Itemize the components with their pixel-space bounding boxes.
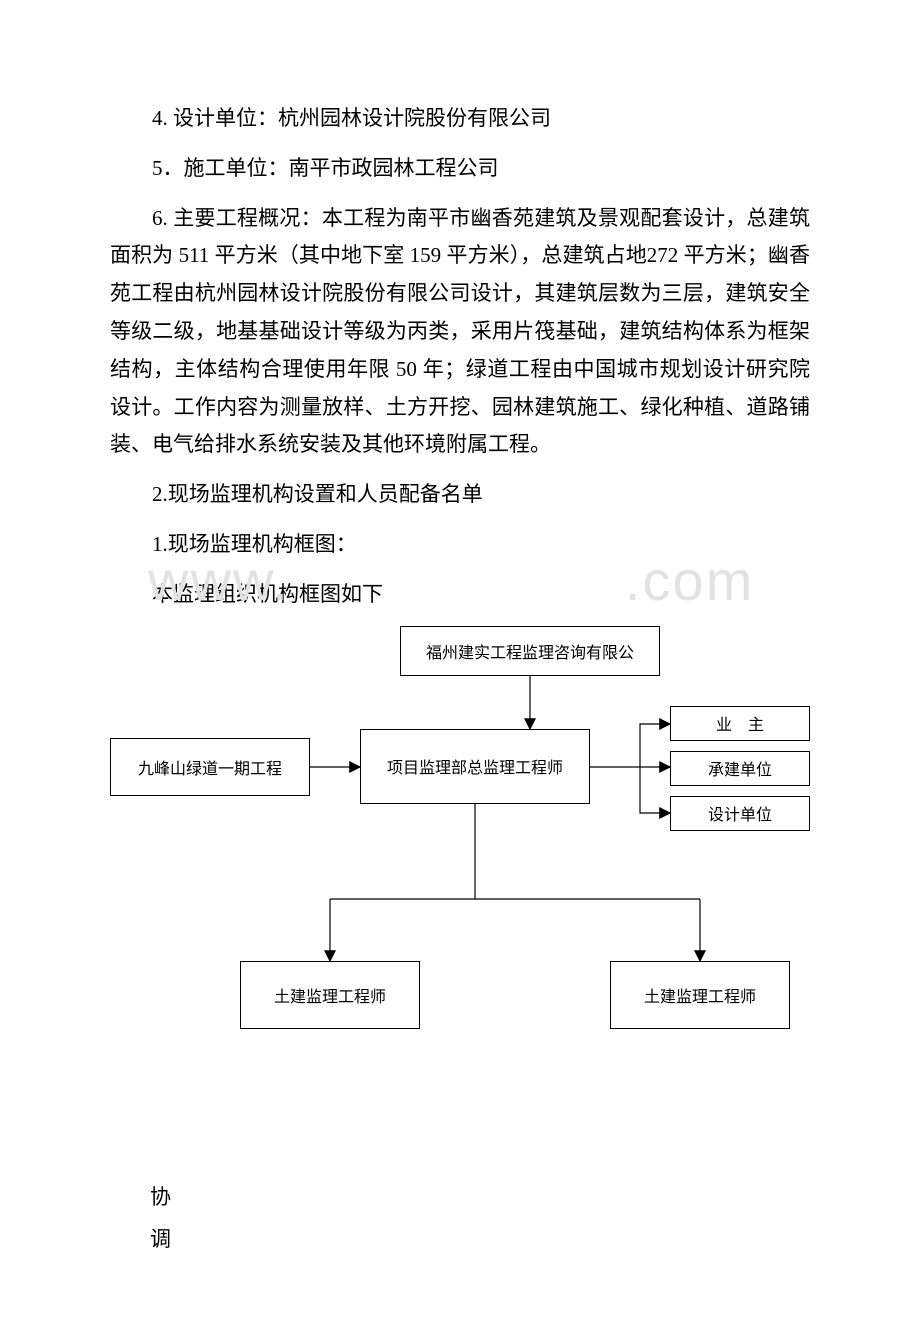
paragraph-5: 5．施工单位：南平市政园林工程公司 <box>110 150 810 188</box>
node-top: 福州建实工程监理咨询有限公 <box>400 626 660 676</box>
heading-section-2: 2.现场监理机构设置和人员配备名单 <box>110 476 810 514</box>
paragraph-6: 6. 主要工程概况：本工程为南平市幽香苑建筑及景观配套设计，总建筑面积为 511… <box>110 200 810 465</box>
paragraph-4: 4. 设计单位：杭州园林设计院股份有限公司 <box>110 100 810 138</box>
heading-intro: 本监理组织机构框图如下 <box>110 576 810 614</box>
node-br: 土建监理工程师 <box>610 961 790 1029</box>
node-left: 九峰山绿道一期工程 <box>110 738 310 796</box>
trailing-char-2: 调 <box>150 1218 810 1260</box>
edge-center-r1 <box>590 724 670 767</box>
node-bl: 土建监理工程师 <box>240 961 420 1029</box>
org-chart-diagram: 福州建实工程监理咨询有限公九峰山绿道一期工程项目监理部总监理工程师 业 主承建单位… <box>110 626 810 1106</box>
edge-center-r3 <box>640 767 670 813</box>
trailing-text: 协 调 <box>150 1176 810 1260</box>
node-center: 项目监理部总监理工程师 <box>360 729 590 804</box>
heading-section-1: 1.现场监理机构框图： <box>110 526 810 564</box>
node-r3: 设计单位 <box>670 796 810 831</box>
trailing-char-1: 协 <box>150 1176 810 1218</box>
node-r1: 业 主 <box>670 706 810 741</box>
node-r2: 承建单位 <box>670 751 810 786</box>
diagram-edges <box>110 626 810 1106</box>
